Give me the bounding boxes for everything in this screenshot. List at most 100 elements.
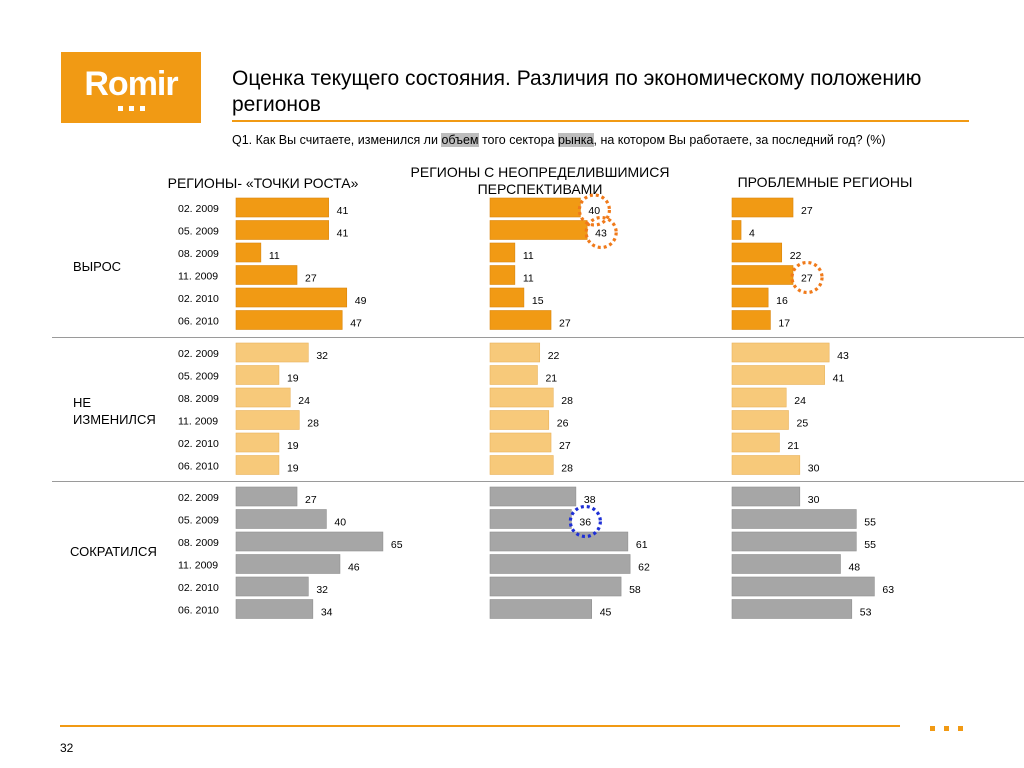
value-label: 58 bbox=[629, 584, 641, 596]
date-label: 11. 2009 bbox=[178, 416, 218, 428]
value-label: 26 bbox=[557, 418, 569, 430]
bar bbox=[235, 197, 329, 218]
value-label: 63 bbox=[882, 584, 894, 596]
date-label: 06. 2010 bbox=[178, 316, 219, 328]
value-label: 4 bbox=[749, 228, 755, 240]
bar bbox=[489, 432, 552, 453]
highlight-circle bbox=[584, 215, 618, 250]
bar bbox=[489, 599, 592, 619]
date-label: 05. 2009 bbox=[178, 371, 219, 383]
value-label: 22 bbox=[790, 250, 802, 262]
bar bbox=[489, 197, 581, 218]
value-label: 27 bbox=[801, 273, 813, 285]
column-header-growth: РЕГИОНЫ- «ТОЧКИ РОСТА» bbox=[167, 175, 359, 191]
bar bbox=[235, 220, 329, 240]
highlight-circle bbox=[790, 260, 824, 295]
row-label-shrank: СОКРАТИЛСЯ bbox=[70, 544, 157, 559]
value-label: 41 bbox=[337, 228, 349, 240]
value-label: 16 bbox=[776, 295, 788, 307]
value-label: 41 bbox=[833, 373, 845, 385]
value-label: 48 bbox=[848, 562, 860, 574]
bar bbox=[489, 531, 629, 552]
bar bbox=[731, 455, 801, 475]
bar bbox=[489, 220, 588, 240]
value-label: 19 bbox=[287, 463, 299, 475]
value-label: 27 bbox=[305, 273, 317, 285]
bar bbox=[489, 242, 516, 263]
highlight-circle bbox=[577, 193, 612, 227]
logo-dot bbox=[118, 106, 123, 111]
page-number: 32 bbox=[60, 741, 74, 755]
value-label: 21 bbox=[545, 373, 557, 385]
value-label: 45 bbox=[600, 607, 612, 619]
bar bbox=[235, 554, 341, 574]
bar bbox=[235, 432, 280, 453]
question-middle: того сектора bbox=[478, 133, 558, 147]
bar bbox=[235, 342, 309, 363]
bar bbox=[489, 455, 554, 475]
footer-dot bbox=[944, 726, 949, 731]
value-label: 61 bbox=[636, 539, 648, 551]
value-label: 30 bbox=[808, 463, 820, 475]
highlight-circle bbox=[568, 504, 602, 539]
value-label: 17 bbox=[778, 318, 790, 330]
bar bbox=[489, 265, 516, 285]
question-prefix: Q1. Как Вы считаете, изменился ли bbox=[232, 133, 442, 147]
value-label: 55 bbox=[864, 517, 876, 529]
bar bbox=[235, 486, 298, 507]
bar bbox=[731, 310, 771, 330]
value-label: 22 bbox=[548, 350, 560, 362]
value-label: 38 bbox=[584, 494, 596, 506]
page-title: Оценка текущего состояния. Различия по э… bbox=[232, 67, 922, 116]
footer-dot bbox=[958, 726, 963, 731]
date-label: 11. 2009 bbox=[178, 560, 218, 572]
bar bbox=[731, 365, 825, 385]
question-highlight-volume: объем bbox=[441, 133, 479, 147]
bar bbox=[489, 387, 554, 408]
bar bbox=[731, 531, 857, 552]
value-label: 11 bbox=[523, 273, 534, 285]
date-label: 08. 2009 bbox=[178, 537, 219, 549]
bar bbox=[235, 365, 280, 385]
bar bbox=[489, 486, 577, 507]
bar bbox=[731, 486, 801, 507]
date-label: 05. 2009 bbox=[178, 515, 219, 527]
footer-dot bbox=[930, 726, 935, 731]
bar bbox=[489, 365, 538, 385]
group-divider bbox=[52, 337, 1024, 338]
value-label: 19 bbox=[287, 373, 299, 385]
bar bbox=[731, 576, 875, 597]
value-label: 28 bbox=[561, 463, 573, 475]
value-label: 34 bbox=[321, 607, 333, 619]
date-label: 02. 2010 bbox=[178, 293, 219, 305]
value-label: 28 bbox=[561, 395, 573, 407]
value-label: 53 bbox=[860, 607, 872, 619]
value-label: 55 bbox=[864, 539, 876, 551]
date-label: 02. 2010 bbox=[178, 438, 219, 450]
bar bbox=[731, 242, 783, 263]
value-label: 21 bbox=[787, 440, 799, 452]
bar bbox=[235, 242, 262, 263]
date-label: 02. 2009 bbox=[178, 492, 219, 504]
value-label: 24 bbox=[794, 395, 806, 407]
value-label: 36 bbox=[579, 517, 591, 529]
value-label: 62 bbox=[638, 562, 650, 574]
value-label: 41 bbox=[337, 205, 349, 217]
romir-logo: Romir bbox=[61, 52, 201, 123]
bar bbox=[235, 599, 314, 619]
question-suffix: , на котором Вы работаете, за последний … bbox=[593, 133, 886, 147]
bar bbox=[731, 220, 742, 240]
value-label: 11 bbox=[523, 250, 534, 262]
value-label: 25 bbox=[797, 418, 809, 430]
row-label-grew: ВЫРОС bbox=[73, 259, 122, 274]
bar bbox=[235, 265, 298, 285]
date-label: 11. 2009 bbox=[178, 271, 218, 283]
bar bbox=[489, 576, 622, 597]
bar bbox=[235, 387, 291, 408]
date-label: 08. 2009 bbox=[178, 248, 219, 260]
value-label: 24 bbox=[298, 395, 310, 407]
value-label: 19 bbox=[287, 440, 299, 452]
bar bbox=[731, 432, 780, 453]
logo-dot bbox=[140, 106, 145, 111]
bar bbox=[731, 410, 789, 430]
